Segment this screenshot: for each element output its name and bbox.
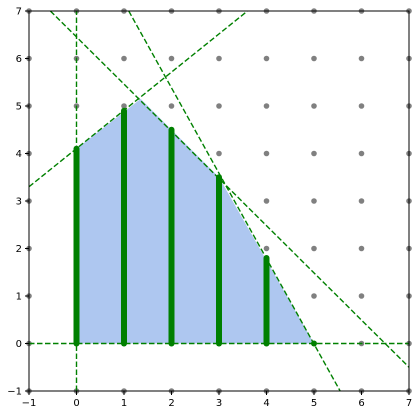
integer-point <box>358 293 365 299</box>
integer-point <box>358 198 365 204</box>
x-tick-label: 3 <box>216 398 222 409</box>
integer-point <box>263 245 270 252</box>
y-tick-label: 4 <box>16 149 22 160</box>
x-tick-label: 5 <box>311 398 317 409</box>
y-tick-label: −1 <box>7 387 22 398</box>
integer-point <box>311 150 317 157</box>
x-tick-label: −1 <box>22 398 37 409</box>
integer-point <box>216 55 222 62</box>
feasible-region-layer <box>76 98 314 344</box>
x-tick-label: 2 <box>168 398 174 409</box>
integer-point <box>311 103 317 109</box>
y-tick-label: 5 <box>16 102 22 113</box>
integer-point <box>263 103 270 109</box>
integer-point <box>358 245 365 252</box>
integer-point <box>263 55 270 62</box>
x-tick-label: 7 <box>406 398 412 409</box>
integer-point <box>311 198 317 204</box>
integer-point <box>216 103 222 109</box>
feasible-region <box>76 98 314 344</box>
y-tick-label: 7 <box>16 7 22 18</box>
integer-point <box>311 245 317 252</box>
integer-point <box>121 55 127 62</box>
integer-point <box>263 150 270 157</box>
integer-point <box>311 55 317 62</box>
axis-ticks-layer: −1 0 1 2 3 4 5 6 7 −1 0 1 2 3 4 5 6 7 <box>7 7 412 410</box>
integer-point <box>168 55 175 62</box>
integer-point <box>168 103 175 109</box>
constraint-line <box>128 11 341 391</box>
y-tick-label: 3 <box>16 197 22 208</box>
constraint-lines-layer <box>29 11 409 391</box>
constraint-line <box>49 11 409 368</box>
integer-point <box>263 198 270 204</box>
integer-point <box>358 150 365 157</box>
y-tick-label: 2 <box>16 244 22 255</box>
y-tick-label: 6 <box>16 54 22 65</box>
integer-point <box>121 103 127 109</box>
y-tick-label: 1 <box>16 292 22 303</box>
y-tick-label: 0 <box>16 339 22 350</box>
integer-point <box>358 103 365 109</box>
x-tick-label: 4 <box>263 398 269 409</box>
x-tick-label: 1 <box>121 398 127 409</box>
feasible-segments-layer <box>73 107 317 347</box>
integer-point <box>358 55 365 62</box>
feasible-point <box>311 340 317 347</box>
integer-point <box>216 150 222 157</box>
integer-point <box>311 293 317 299</box>
x-tick-label: 0 <box>73 398 79 409</box>
x-tick-label: 6 <box>358 398 364 409</box>
